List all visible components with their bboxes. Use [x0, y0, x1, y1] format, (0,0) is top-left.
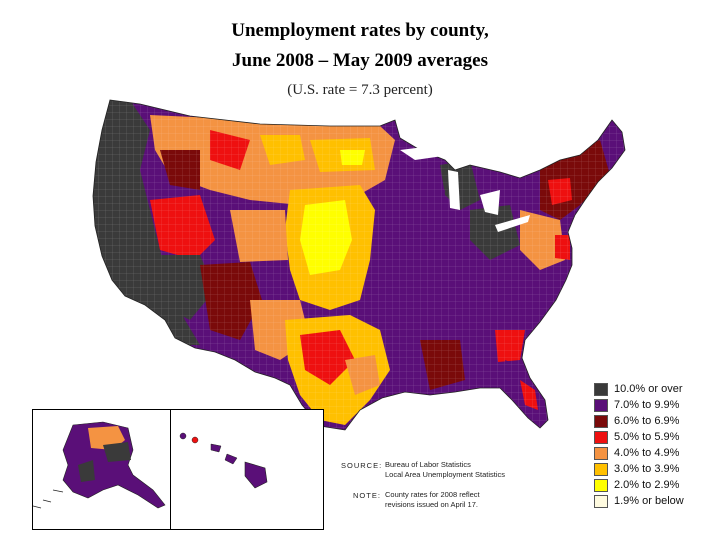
legend-label: 3.0% to 3.9% — [614, 463, 680, 475]
source-key: SOURCE: — [341, 461, 383, 470]
lake-erie — [495, 215, 530, 232]
legend-swatch — [594, 479, 608, 492]
source-line-2: Local Area Unemployment Statistics — [385, 470, 506, 479]
legend-row: 4.0% to 4.9% — [594, 446, 716, 462]
legend-swatch — [594, 431, 608, 444]
legend-swatch — [594, 447, 608, 460]
legend-swatch — [594, 383, 608, 396]
legend-label: 4.0% to 4.9% — [614, 447, 680, 459]
note-line-1: County rates for 2008 reflect — [385, 490, 480, 499]
chart-subtitle: (U.S. rate = 7.3 percent) — [287, 82, 433, 98]
legend-row: 2.0% to 2.9% — [594, 478, 716, 494]
chart-title-line-2: June 2008 – May 2009 averages — [232, 50, 488, 71]
contiguous-us-outline — [92, 99, 626, 431]
legend-label: 5.0% to 5.9% — [614, 431, 680, 443]
note-key: NOTE: — [353, 491, 381, 500]
legend-label: 6.0% to 6.9% — [614, 415, 680, 427]
legend: 10.0% or over 7.0% to 9.9% 6.0% to 6.9% … — [594, 382, 716, 510]
legend-label: 10.0% or over — [614, 383, 683, 395]
lake-superior — [400, 145, 450, 160]
legend-row: 7.0% to 9.9% — [594, 398, 716, 414]
inset-map — [33, 421, 268, 509]
legend-row: 10.0% or over — [594, 382, 716, 398]
legend-row: 3.0% to 3.9% — [594, 462, 716, 478]
alaska-hawaii-inset — [32, 409, 324, 530]
legend-row: 1.9% or below — [594, 494, 716, 510]
contiguous-us-map — [93, 100, 625, 430]
legend-swatch — [594, 463, 608, 476]
legend-label: 1.9% or below — [614, 495, 684, 507]
legend-swatch — [594, 495, 608, 508]
alaska-map — [33, 421, 166, 509]
hawaii-map — [179, 432, 268, 489]
note-line-2: revisions issued on April 17. — [385, 500, 478, 509]
legend-swatch — [594, 399, 608, 412]
legend-label: 7.0% to 9.9% — [614, 399, 680, 411]
chart-title-line-1: Unemployment rates by county, — [231, 20, 489, 41]
legend-swatch — [594, 415, 608, 428]
legend-row: 5.0% to 5.9% — [594, 430, 716, 446]
inset-divider — [170, 410, 171, 529]
source-line-1: Bureau of Labor Statistics — [385, 460, 471, 469]
lake-huron — [480, 190, 500, 215]
legend-row: 6.0% to 6.9% — [594, 414, 716, 430]
legend-label: 2.0% to 2.9% — [614, 479, 680, 491]
lake-michigan — [448, 170, 460, 210]
